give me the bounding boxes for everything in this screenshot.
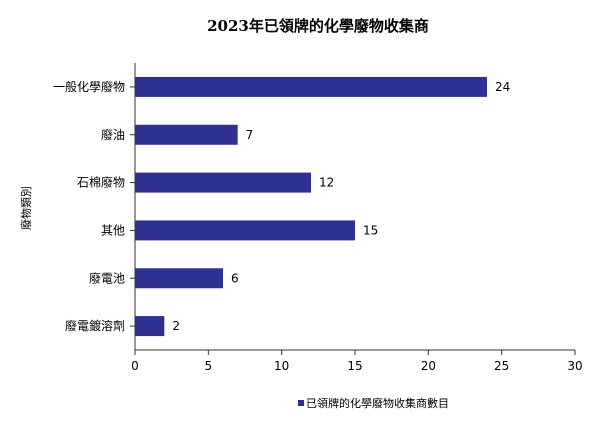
bar xyxy=(135,124,238,145)
x-tick-label: 0 xyxy=(131,359,139,373)
y-tick-label: 石棉廢物 xyxy=(77,175,125,190)
legend: 已領牌的化學廢物收集商數目 xyxy=(298,396,449,410)
y-tick-label: 其他 xyxy=(101,223,125,237)
chart-title: 2023年已領牌的化學廢物收集商 xyxy=(207,17,429,35)
y-tick-label: 廢電鍍溶劑 xyxy=(65,318,125,333)
y-tick-label: 廢電池 xyxy=(89,270,125,285)
y-axis-title-group: 廢物類別 xyxy=(19,186,33,230)
bar-value-label: 12 xyxy=(319,176,334,190)
bar xyxy=(135,172,311,193)
y-tick-label: 一般化學廢物 xyxy=(53,79,125,94)
x-tick-label: 20 xyxy=(421,359,436,373)
bar xyxy=(135,220,355,241)
bar xyxy=(135,76,487,97)
x-tick-label: 10 xyxy=(274,359,289,373)
bar-value-label: 24 xyxy=(495,80,510,94)
bar xyxy=(135,316,165,337)
y-tick-label: 廢油 xyxy=(101,127,125,142)
bar-value-label: 7 xyxy=(246,128,254,142)
x-tick-label: 25 xyxy=(494,359,509,373)
bar-value-label: 15 xyxy=(363,223,378,237)
bar-value-label: 6 xyxy=(231,271,239,285)
bar xyxy=(135,268,223,289)
x-tick-label: 5 xyxy=(205,359,213,373)
y-axis-title: 廢物類別 xyxy=(19,186,33,230)
legend-swatch xyxy=(298,400,304,406)
x-tick-label: 30 xyxy=(567,359,582,373)
legend-label: 已領牌的化學廢物收集商數目 xyxy=(306,396,449,410)
bar-value-label: 2 xyxy=(172,319,180,333)
x-tick-label: 15 xyxy=(347,359,362,373)
plot-area: 0 5 10 15 20 25 30 一般化學廢物 24 廢油 7 石棉廢物 12 其他 15 廢電池 6 廢電鍍… xyxy=(53,63,583,373)
